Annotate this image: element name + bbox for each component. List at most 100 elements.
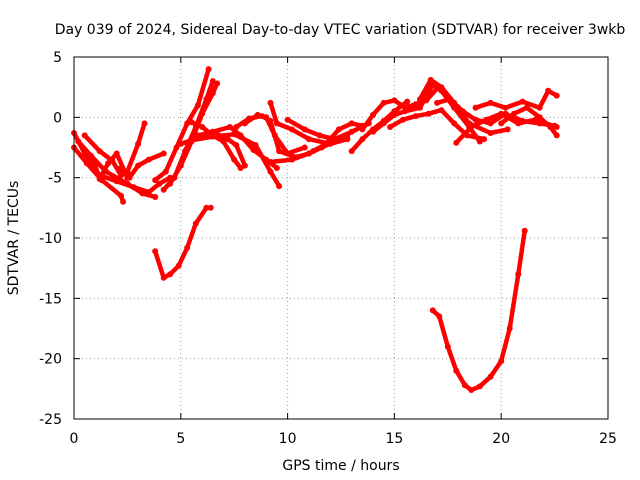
data-point: [175, 262, 182, 269]
data-point: [438, 107, 445, 114]
series-line: [370, 82, 483, 144]
data-point: [316, 132, 323, 139]
data-point: [199, 110, 206, 117]
data-point: [434, 99, 441, 106]
data-point: [487, 130, 494, 136]
data-point: [553, 124, 560, 130]
data-point: [359, 126, 366, 133]
data-point: [288, 126, 295, 133]
data-point: [273, 165, 280, 171]
series-line: [430, 228, 527, 393]
data-point: [404, 98, 411, 105]
data-series: [71, 66, 560, 393]
data-point: [532, 116, 539, 123]
series-track-6: [90, 150, 131, 182]
data-point: [301, 126, 308, 133]
data-point: [498, 120, 505, 127]
data-point: [276, 148, 283, 155]
series-track-12: [194, 128, 248, 169]
data-point: [461, 382, 468, 389]
data-point: [118, 172, 124, 179]
data-point: [241, 162, 248, 169]
data-point: [519, 98, 526, 105]
data-point: [284, 150, 291, 157]
data-point: [233, 142, 240, 149]
data-point: [412, 101, 419, 108]
data-point: [135, 140, 142, 147]
data-point: [306, 136, 312, 143]
data-point: [199, 124, 206, 130]
data-point: [399, 116, 406, 123]
data-point: [481, 136, 488, 143]
data-point: [267, 159, 274, 165]
x-tick-label: 5: [176, 431, 185, 447]
data-point: [96, 148, 103, 155]
y-tick-label: -25: [39, 412, 62, 428]
data-point: [288, 156, 295, 163]
x-tick-label: 10: [279, 431, 297, 447]
data-point: [506, 325, 513, 332]
data-point: [323, 140, 329, 147]
data-point: [118, 192, 124, 199]
data-point: [370, 128, 376, 135]
data-point: [254, 111, 261, 118]
data-point: [124, 174, 131, 181]
data-point: [301, 144, 308, 151]
data-point: [271, 132, 278, 139]
data-point: [152, 248, 159, 255]
data-point: [344, 136, 351, 143]
axis-ticks: [73, 56, 609, 420]
data-point: [284, 116, 291, 123]
data-point: [207, 204, 214, 211]
data-point: [83, 160, 90, 167]
data-point: [487, 99, 494, 106]
data-point: [139, 190, 146, 197]
data-point: [205, 66, 212, 73]
x-tick-labels: 0 5 10 15 20 25: [70, 431, 617, 447]
data-point: [515, 271, 522, 278]
data-point: [81, 132, 88, 139]
data-point: [233, 124, 240, 130]
data-point: [177, 162, 184, 169]
y-tick-label: 0: [53, 110, 62, 126]
data-point: [511, 110, 517, 117]
data-point: [536, 104, 543, 111]
data-point: [105, 160, 112, 167]
data-point: [145, 156, 152, 163]
data-point: [468, 387, 475, 393]
data-point: [380, 120, 387, 127]
series-line: [152, 205, 213, 281]
y-axis-label: SDTVAR / TECUs: [6, 181, 22, 296]
data-point: [417, 96, 423, 103]
data-point: [226, 124, 233, 130]
data-point: [387, 124, 394, 130]
data-point: [487, 373, 494, 380]
data-point: [402, 108, 409, 115]
series-track-3: [75, 138, 159, 200]
series-track-19: [284, 116, 372, 143]
data-point: [252, 142, 259, 149]
data-point: [167, 180, 174, 187]
data-point: [348, 128, 355, 135]
data-point: [476, 383, 483, 390]
data-point: [453, 367, 460, 374]
data-point: [545, 87, 552, 94]
data-point: [380, 99, 387, 106]
data-point: [498, 358, 505, 365]
y-tick-label: 5: [53, 50, 62, 66]
data-point: [310, 148, 317, 155]
data-point: [90, 156, 97, 163]
data-point: [451, 120, 458, 127]
data-point: [444, 343, 451, 350]
data-point: [472, 116, 479, 123]
data-point: [273, 120, 280, 127]
data-point: [472, 104, 479, 111]
data-point: [553, 92, 560, 99]
data-point: [515, 120, 522, 127]
data-point: [188, 137, 195, 144]
data-point: [167, 271, 174, 278]
data-point: [391, 97, 398, 104]
data-point: [152, 194, 159, 200]
data-point: [427, 76, 434, 83]
